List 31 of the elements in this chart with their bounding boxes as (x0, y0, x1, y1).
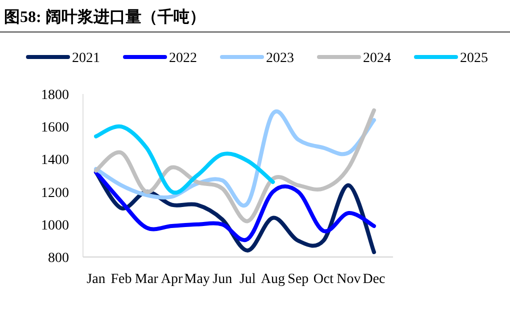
legend-label: 2023 (266, 51, 294, 66)
legend-item: 2024 (317, 51, 391, 66)
x-tick-label: Jun (212, 272, 232, 287)
x-tick-label: Sep (288, 272, 309, 287)
legend-item: 2022 (123, 51, 197, 66)
x-tick-label: Oct (313, 272, 334, 287)
legend-label: 2022 (169, 51, 197, 66)
y-tick-label: 1000 (41, 218, 69, 234)
y-tick-label: 1600 (41, 120, 69, 136)
title: 图58: 阔叶浆进口量（千吨） (4, 9, 206, 26)
legend-label: 2021 (72, 51, 100, 66)
line-series (94, 124, 275, 195)
x-tick-label: Jan (86, 272, 106, 287)
x-tick-label: Dec (362, 272, 386, 287)
x-tick-label: Nov (336, 272, 361, 287)
x-tick-label: Mar (134, 272, 159, 287)
y-tick-label: 1800 (41, 88, 69, 103)
legend-label: 2024 (363, 51, 391, 66)
legend-label: 2025 (460, 51, 488, 66)
x-tick-label: Aug (260, 272, 285, 287)
x-tick-label: May (184, 272, 210, 287)
y-tick-label: 1200 (41, 186, 69, 201)
x-tick-label: Jul (239, 272, 256, 287)
line-series (94, 108, 376, 224)
legend-item: 2025 (414, 51, 488, 66)
x-tick-label: Feb (110, 272, 132, 287)
legend-item: 2023 (220, 51, 294, 66)
y-tick-label: 1400 (41, 153, 69, 168)
y-tick-label: 800 (48, 251, 69, 266)
legend-item: 2021 (26, 51, 100, 66)
x-tick-label: Apr (160, 272, 184, 287)
